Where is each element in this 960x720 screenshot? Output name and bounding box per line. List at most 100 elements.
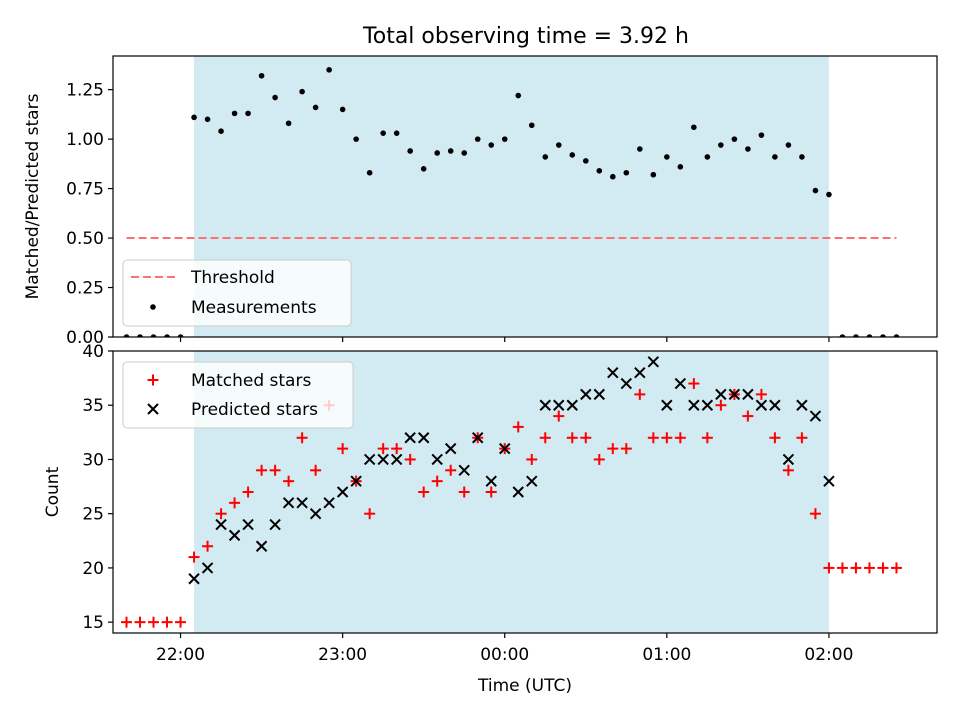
legend-measurements-label: Measurements: [191, 298, 317, 318]
predicted-stars-point: [485, 475, 497, 487]
marker-stroke: [566, 399, 578, 411]
predicted-stars-point: [282, 497, 295, 509]
predicted-stars-point: [728, 388, 741, 401]
marker-stroke: [634, 366, 646, 379]
y-axis-label: Matched/Predicted stars: [23, 93, 43, 299]
plot-data: [123, 67, 900, 337]
matched-stars-point: [296, 432, 308, 444]
predicted-stars-point: [377, 453, 389, 466]
matched-stars-point: [823, 562, 835, 574]
marker-stroke: [661, 399, 673, 411]
matched-stars-point: [188, 551, 200, 563]
marker-stroke: [728, 388, 741, 401]
matched-stars-point: [418, 486, 430, 498]
measurement-point: [704, 154, 711, 160]
matched-stars-point: [512, 421, 524, 433]
predicted-stars-point: [661, 399, 673, 411]
measurement-point: [664, 154, 670, 160]
marker-stroke: [431, 453, 443, 466]
measurement-point: [880, 334, 886, 337]
matched-stars-point: [310, 464, 322, 476]
y-tick-label: 40: [82, 342, 104, 362]
y-tick-label: 0.00: [66, 328, 104, 348]
measurement-point: [866, 334, 873, 337]
measurement-point: [434, 150, 440, 156]
marker-stroke: [823, 475, 835, 487]
matched-stars-point: [809, 508, 821, 520]
x-tick-label: 01:00: [642, 645, 691, 665]
plot-data: [121, 356, 902, 628]
matched-stars-point: [269, 464, 281, 476]
y-tick-label: 35: [82, 396, 104, 416]
predicted-stars-point: [242, 518, 254, 531]
predicted-stars-point: [593, 388, 606, 401]
legend-box: [122, 259, 352, 327]
predicted-stars-point: [458, 464, 470, 477]
marker-stroke: [674, 377, 687, 390]
matched-stars-point: [782, 464, 794, 476]
matched-stars-point: [607, 443, 619, 455]
legend-box: [122, 361, 354, 429]
matched-stars-point: [877, 562, 889, 574]
marker-stroke: [472, 432, 484, 444]
measurement-point: [772, 154, 778, 160]
measurement-point: [582, 158, 589, 164]
matched-stars-point: [121, 616, 133, 628]
marker-stroke: [769, 399, 781, 411]
measurement-point: [488, 142, 495, 148]
predicted-stars-point: [769, 399, 781, 411]
matched-stars-point: [688, 378, 700, 390]
marker-stroke: [323, 497, 335, 509]
matched-stars-point: [890, 562, 902, 574]
measurement-point: [569, 152, 576, 158]
matched-stars-point: [850, 562, 862, 574]
predicted-stars-point: [809, 410, 822, 422]
marker-stroke: [444, 442, 457, 455]
predicted-stars-point: [309, 507, 322, 520]
matched-stars-point: [661, 432, 673, 444]
matched-stars-point: [229, 497, 241, 509]
marker-stroke: [647, 356, 660, 368]
marker-stroke: [201, 562, 214, 574]
matched-stars-point: [283, 475, 295, 487]
x-tick-label: 23:00: [318, 645, 367, 665]
y-axis-label: Count: [43, 466, 63, 517]
matched-stars-point: [377, 443, 389, 455]
marker-stroke: [377, 453, 389, 466]
predicted-stars-point: [566, 399, 578, 411]
measurement-point: [853, 334, 859, 337]
predicted-stars-point: [269, 518, 281, 531]
measurement-point: [447, 148, 454, 154]
marker-stroke: [336, 486, 349, 498]
predicted-stars-point: [296, 497, 308, 509]
marker-stroke: [715, 388, 727, 401]
chart-title: Total observing time = 3.92 h: [362, 24, 689, 49]
measurement-point: [650, 171, 657, 178]
predicted-stars-point: [363, 453, 376, 466]
predicted-stars-point: [255, 540, 268, 552]
legend: Threshold Measurements: [122, 259, 352, 327]
predicted-stars-point: [472, 432, 484, 444]
measurement-point: [785, 142, 792, 148]
x-tick-label: 22:00: [156, 645, 205, 665]
marker-stroke: [282, 497, 295, 509]
measurement-point: [474, 136, 481, 142]
predicted-stars-point: [526, 475, 538, 487]
predicted-stars-point: [512, 486, 524, 498]
matched-stars-point: [337, 443, 349, 455]
marker-stroke: [701, 399, 714, 411]
predicted-stars-point: [742, 388, 754, 401]
marker-stroke: [580, 388, 592, 401]
marker-stroke: [607, 366, 619, 379]
legend: Matched stars Predicted stars: [122, 361, 354, 429]
matched-stars-point: [553, 410, 565, 422]
matched-stars-point: [769, 432, 781, 444]
axes-frame: [112, 350, 938, 634]
predicted-stars-point: [228, 529, 241, 542]
marker-stroke: [404, 432, 416, 444]
predicted-stars-point: [647, 356, 660, 368]
predicted-stars-point: [688, 399, 700, 411]
predicted-stars-point: [390, 453, 403, 466]
measurement-point: [691, 124, 697, 131]
